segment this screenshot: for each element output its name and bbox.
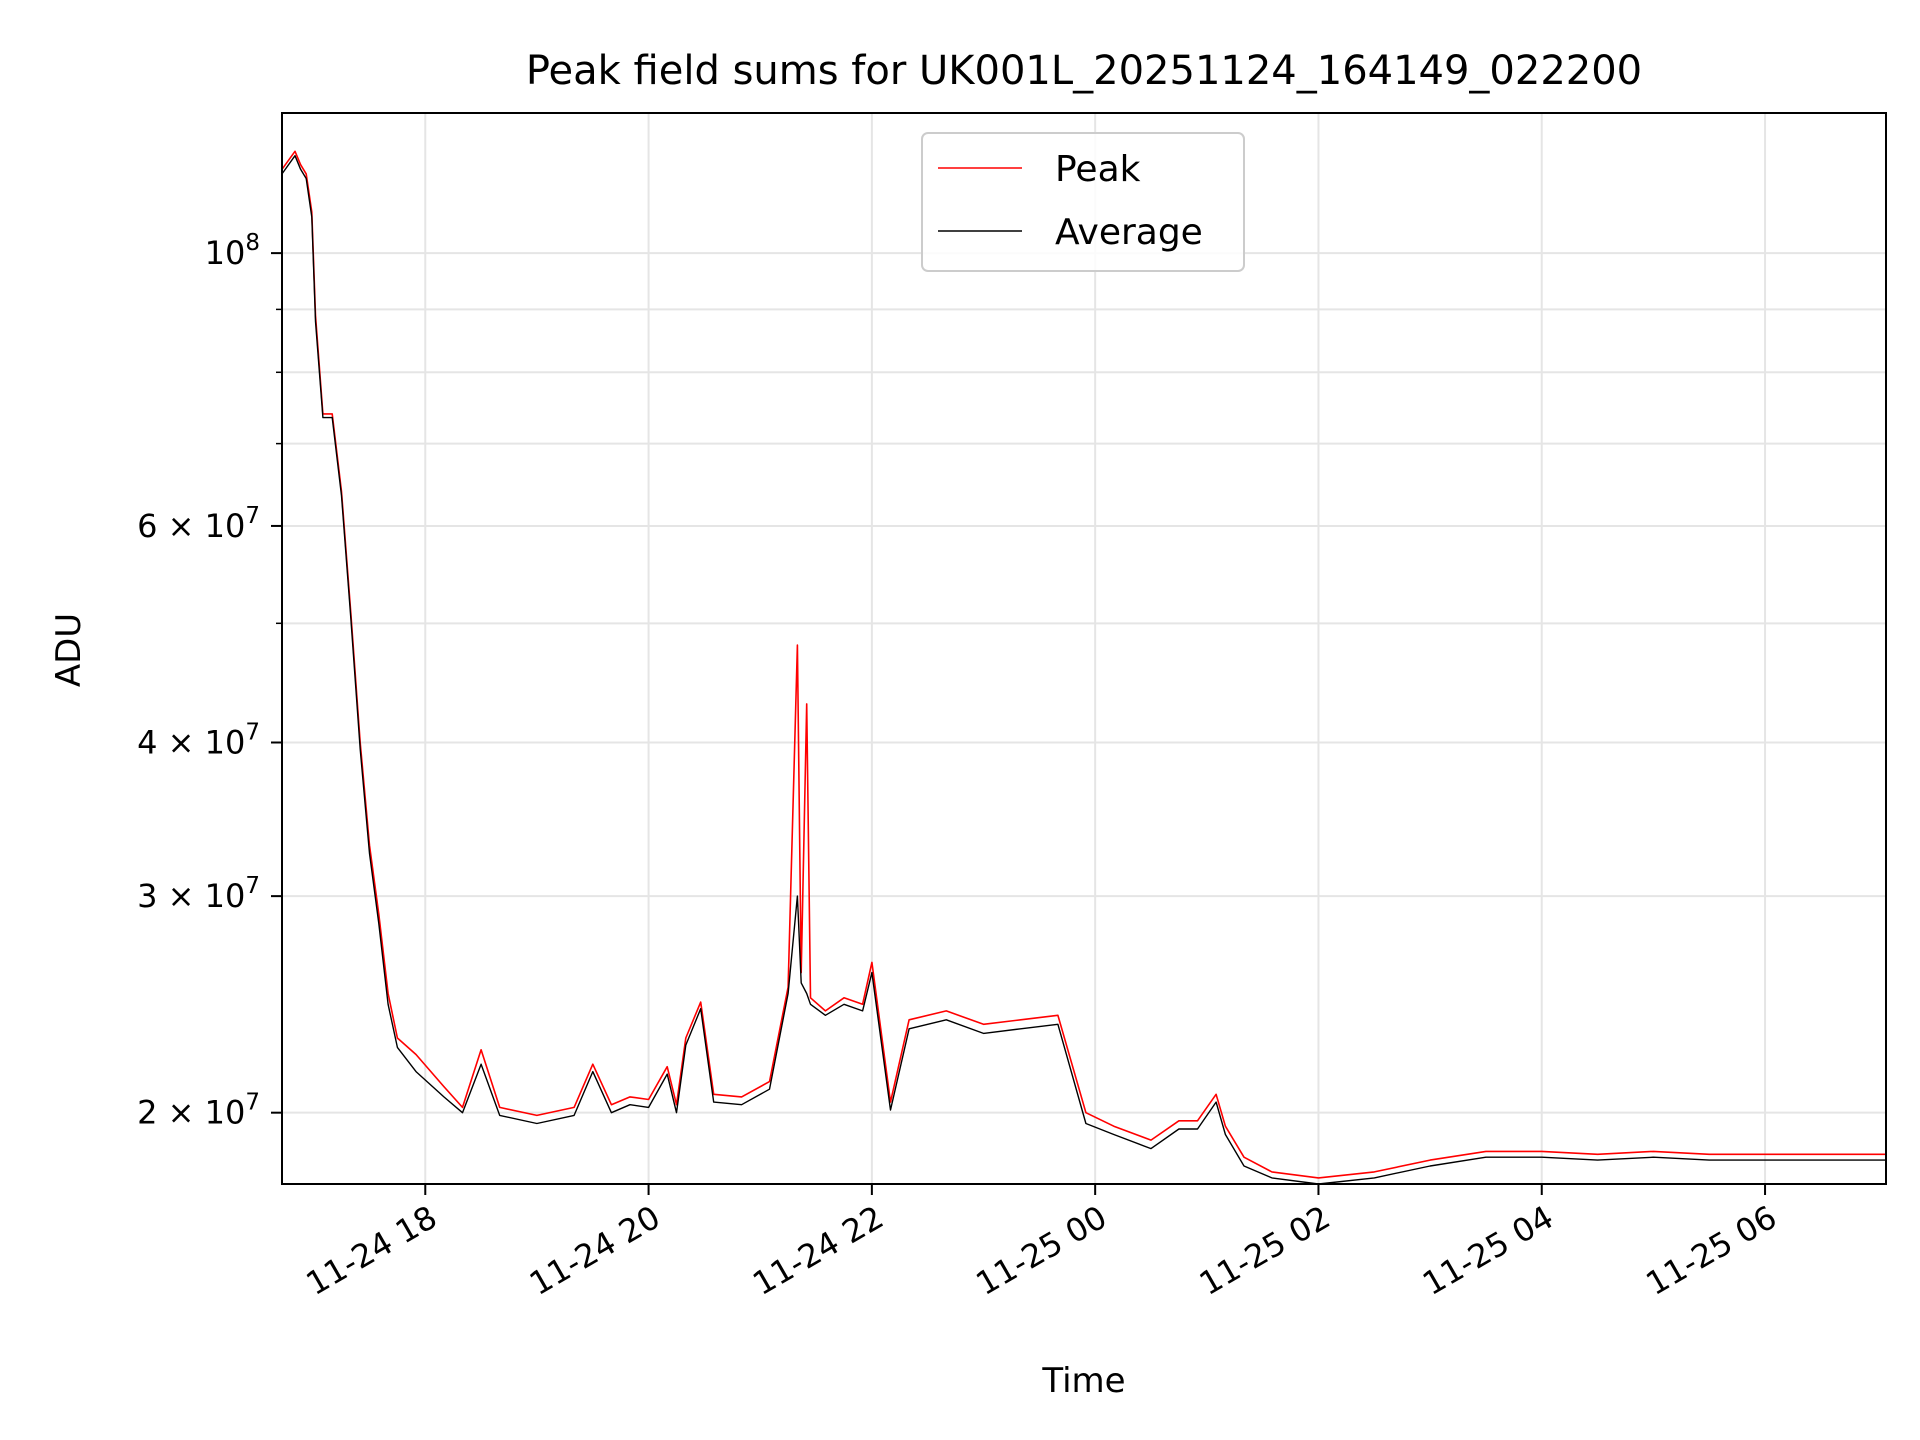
x-tick-label: 11-24 22 [746, 1198, 890, 1303]
y-tick-label: 108 [205, 230, 260, 272]
series-line-peak [281, 150, 1886, 1179]
y-tick-label: 3 × 107 [137, 873, 260, 915]
y-tick-label: 2 × 107 [137, 1090, 260, 1132]
legend: Peak Average [921, 132, 1245, 272]
y-tick-label: 4 × 107 [137, 719, 260, 761]
y-tick-label: 6 × 107 [137, 503, 260, 545]
y-axis-label: ADU [49, 613, 89, 687]
x-axis-label: Time [1041, 1361, 1125, 1401]
chart-title: Peak field sums for UK001L_20251124_1641… [526, 48, 1642, 94]
x-tick-label: 11-25 04 [1416, 1198, 1560, 1303]
x-tick-label: 11-24 20 [523, 1198, 667, 1303]
legend-average-label: Average [1055, 212, 1203, 253]
legend-peak-label: Peak [1055, 149, 1141, 190]
y-axis-ticks: 108 6 × 107 4 × 107 3 × 107 2 × 107 [137, 230, 282, 1132]
x-tick-label: 11-25 02 [1193, 1198, 1337, 1303]
series-line-average [281, 155, 1886, 1185]
series-lines [281, 150, 1886, 1185]
x-tick-label: 11-25 00 [970, 1198, 1114, 1303]
x-axis-ticks: 11-24 18 11-24 20 11-24 22 11-25 00 11-25 02… [300, 1184, 1783, 1303]
x-tick-label: 11-24 18 [300, 1198, 444, 1303]
plot-frame [281, 112, 1887, 1185]
grid [282, 113, 1886, 1184]
x-tick-label: 11-25 06 [1639, 1198, 1783, 1303]
